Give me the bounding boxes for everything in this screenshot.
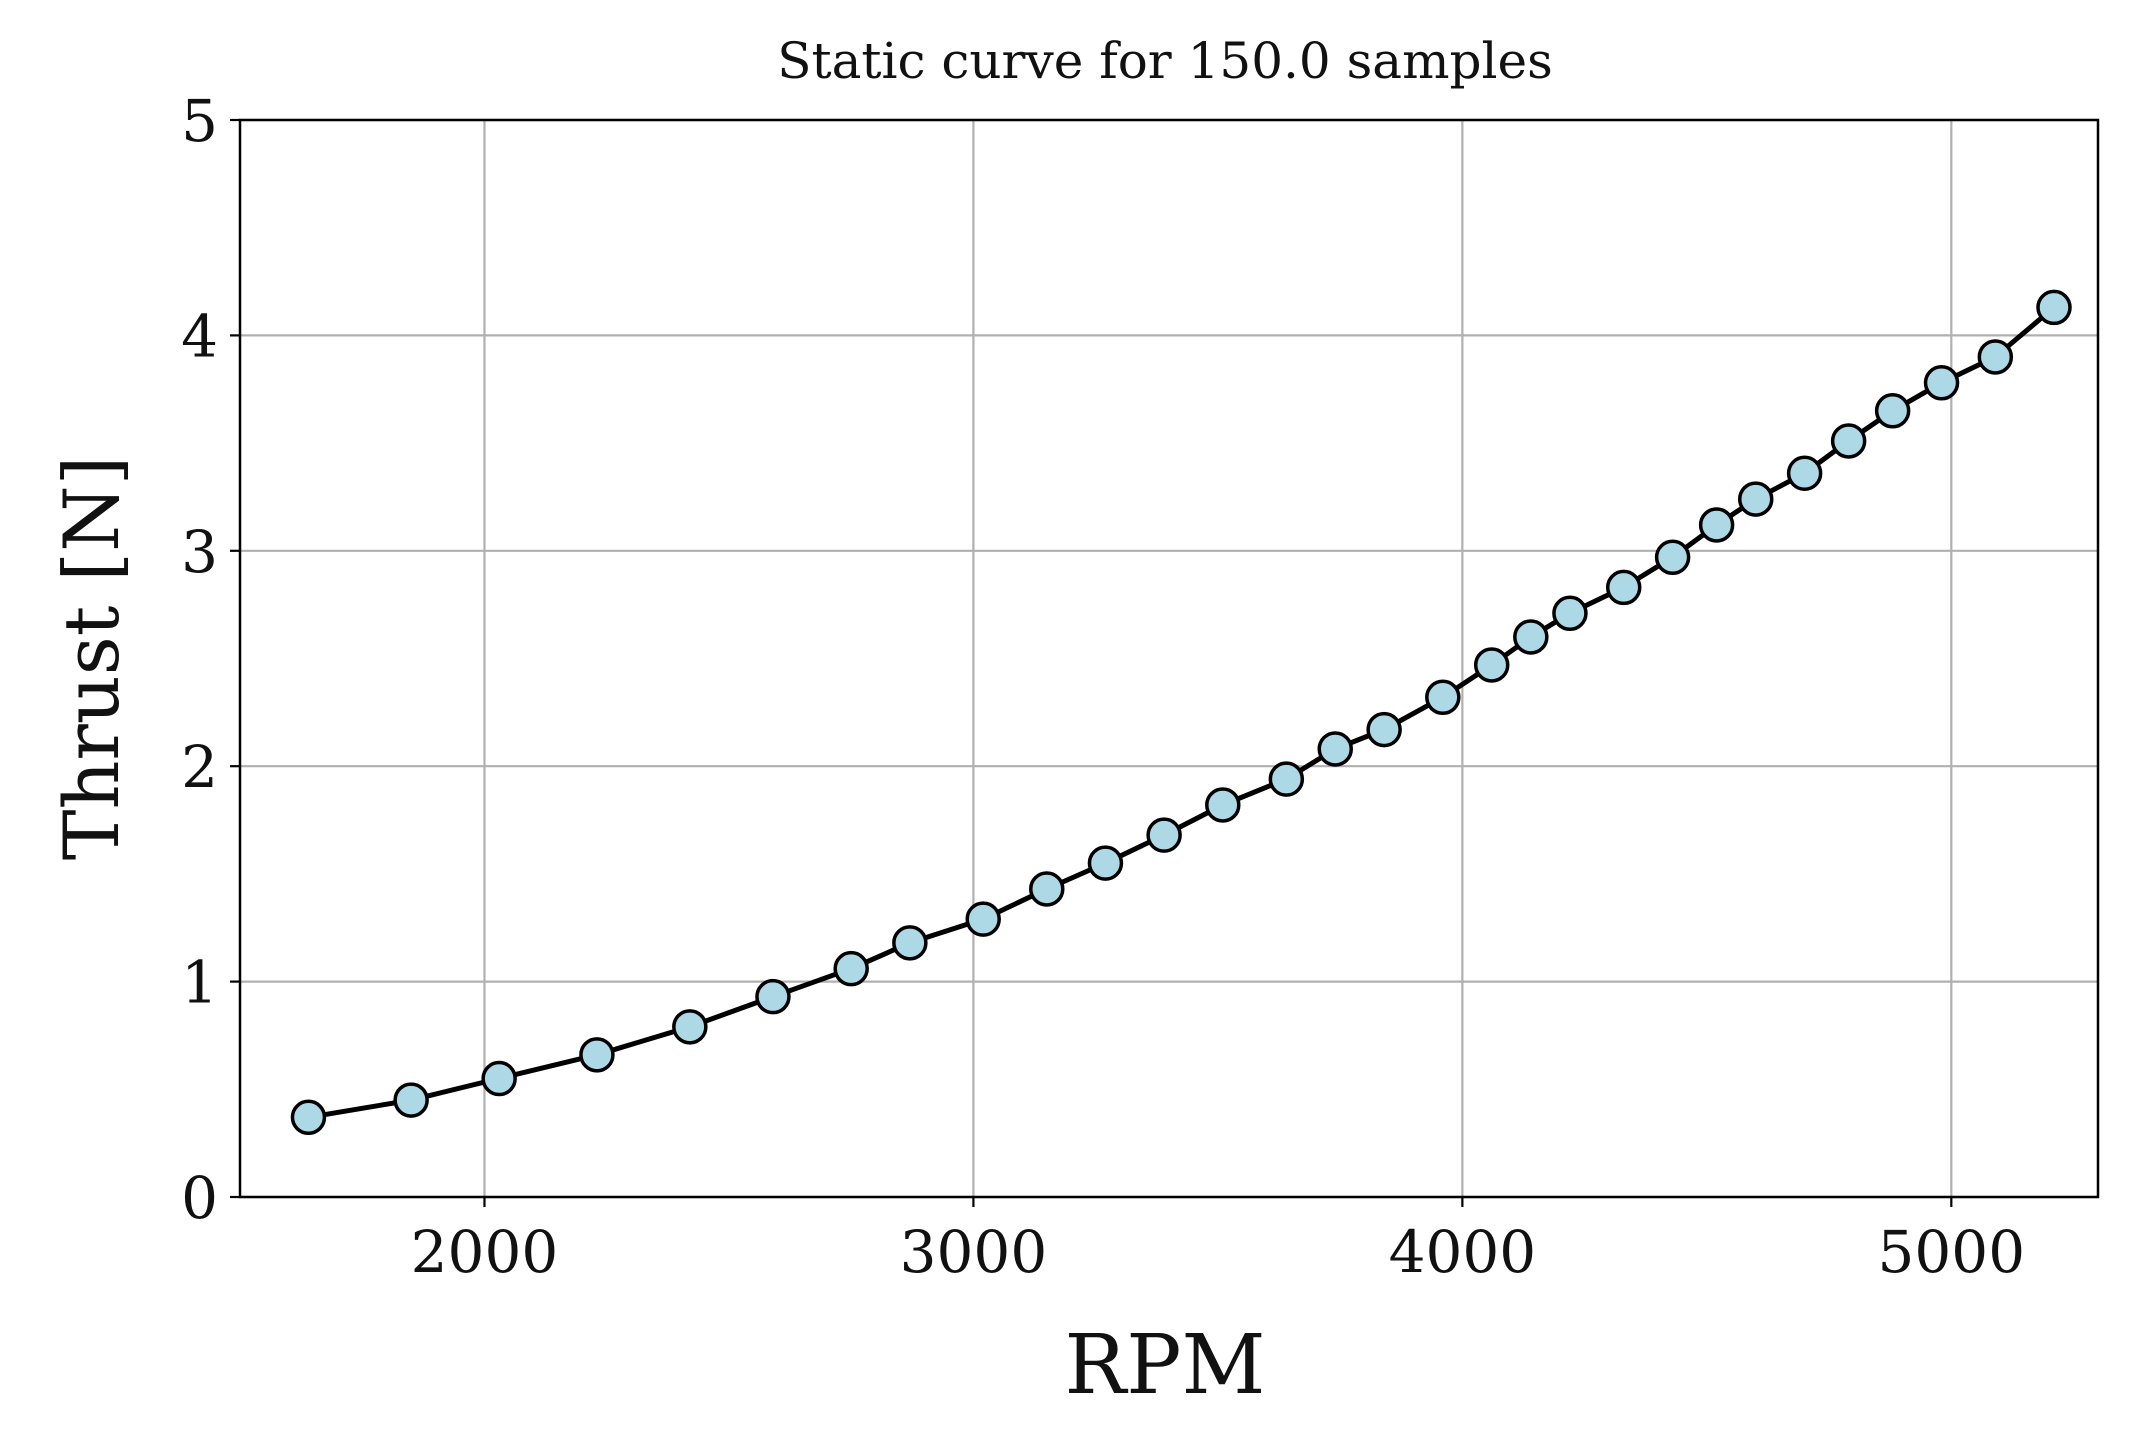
data-point: [1268, 761, 1305, 797]
data-point: [1205, 787, 1241, 823]
y-tick-label: 5: [181, 87, 218, 155]
data-point: [1698, 507, 1735, 543]
data-point: [1977, 339, 2014, 375]
x-tick-label: 2000: [411, 1218, 559, 1286]
data-point: [1605, 569, 1642, 606]
data-point: [481, 1060, 517, 1097]
data-point: [579, 1037, 615, 1073]
data-point: [2036, 289, 2072, 326]
y-tick-label: 2: [181, 733, 218, 801]
data-point: [290, 1099, 327, 1136]
plot-frame: [238, 118, 2100, 1199]
y-tick-label: 1: [181, 949, 218, 1017]
x-tick-label: 5000: [1878, 1218, 2026, 1286]
x-tick-label: 3000: [900, 1218, 1048, 1286]
data-point: [965, 901, 1001, 937]
data-point: [1874, 393, 1911, 429]
y-tick-label: 4: [181, 302, 218, 370]
data-point: [1366, 711, 1402, 748]
y-tick-label: 3: [181, 518, 218, 586]
y-axis-label: Thrust [N]: [47, 456, 136, 860]
x-axis-label: RPM: [1065, 1318, 1266, 1413]
data-point: [1317, 731, 1353, 767]
data-point: [1146, 817, 1182, 853]
data-point: [672, 1009, 708, 1045]
x-tick-label: 4000: [1389, 1218, 1537, 1286]
data-point: [1786, 455, 1823, 492]
data-point: [1737, 481, 1774, 517]
data-point: [1473, 647, 1510, 683]
y-tick-label: 0: [181, 1164, 218, 1232]
data-point: [1029, 871, 1065, 907]
data-point: [833, 950, 869, 987]
data-point: [1513, 619, 1549, 655]
data-point: [892, 925, 928, 961]
data-point: [1425, 679, 1461, 716]
data-point: [1654, 539, 1691, 576]
data-point: [1087, 845, 1124, 881]
data-point: [1552, 595, 1588, 632]
marker-layer: [290, 289, 2072, 1136]
data-point: [1923, 365, 1960, 401]
data-point: [393, 1082, 429, 1118]
data-point: [1830, 423, 1867, 459]
ticks: 2000 3000 4000 5000 0 1 2 3 4 5: [181, 87, 2025, 1286]
data-point: [755, 978, 791, 1015]
chart-title: Static curve for 150.0 samples: [777, 32, 1553, 90]
